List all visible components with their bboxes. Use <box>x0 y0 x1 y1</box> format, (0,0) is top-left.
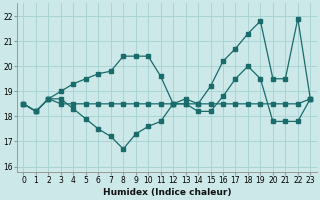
X-axis label: Humidex (Indice chaleur): Humidex (Indice chaleur) <box>103 188 231 197</box>
